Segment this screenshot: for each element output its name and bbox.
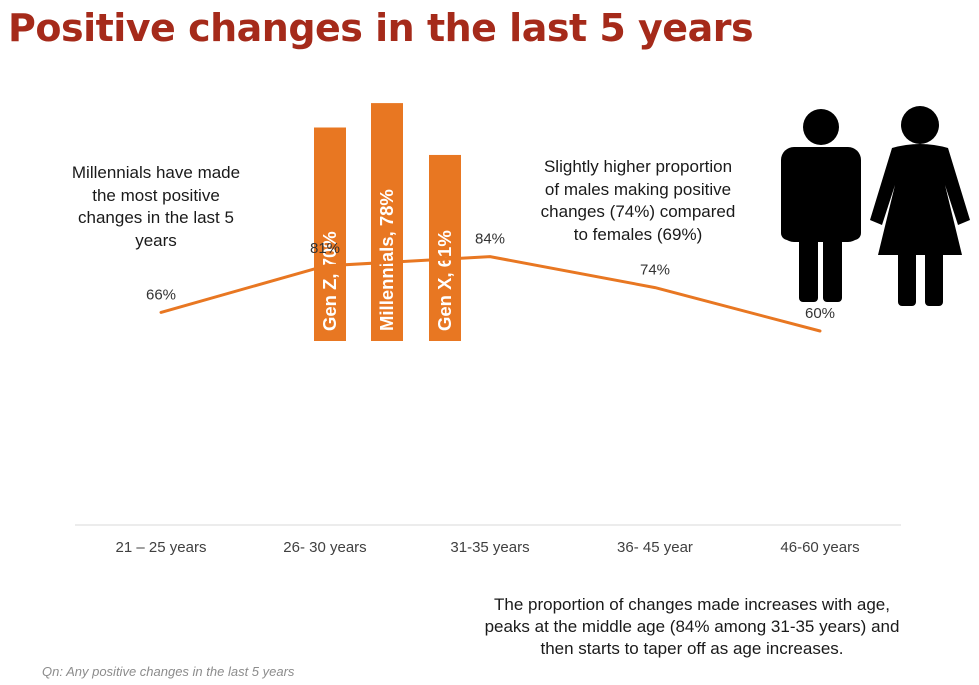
x-tick-label: 21 – 25 years bbox=[116, 539, 207, 556]
bar-label: Gen Z, 70% bbox=[319, 231, 340, 331]
x-tick-label: 36- 45 year bbox=[617, 539, 693, 556]
x-tick-label: 46-60 years bbox=[780, 539, 859, 556]
x-tick-label: 31-35 years bbox=[450, 539, 529, 556]
gender-note: Slightly higher proportion of males maki… bbox=[540, 157, 736, 244]
data-label: 60% bbox=[805, 305, 835, 322]
male-person-icon bbox=[781, 109, 861, 302]
bar-label: Gen X, 61% bbox=[434, 230, 455, 331]
page-title: Positive changes in the last 5 years bbox=[8, 6, 754, 50]
question-footnote: Qn: Any positive changes in the last 5 y… bbox=[42, 664, 295, 679]
data-label: 66% bbox=[146, 286, 176, 303]
millennials-note: Millennials have made the most positive … bbox=[71, 163, 241, 250]
age-trend-note: The proportion of changes made increases… bbox=[484, 595, 900, 658]
female-person-icon bbox=[870, 106, 970, 306]
data-label: 81% bbox=[310, 240, 340, 257]
bar-label: Millennials, 78% bbox=[376, 189, 397, 331]
bar-millennials bbox=[371, 103, 403, 341]
age-trend-line bbox=[159, 255, 822, 333]
x-tick-label: 26- 30 years bbox=[283, 539, 366, 556]
data-label: 84% bbox=[475, 231, 505, 248]
data-label: 74% bbox=[640, 262, 670, 279]
bar-gen-z bbox=[314, 127, 346, 341]
bar-gen-x bbox=[429, 154, 461, 341]
